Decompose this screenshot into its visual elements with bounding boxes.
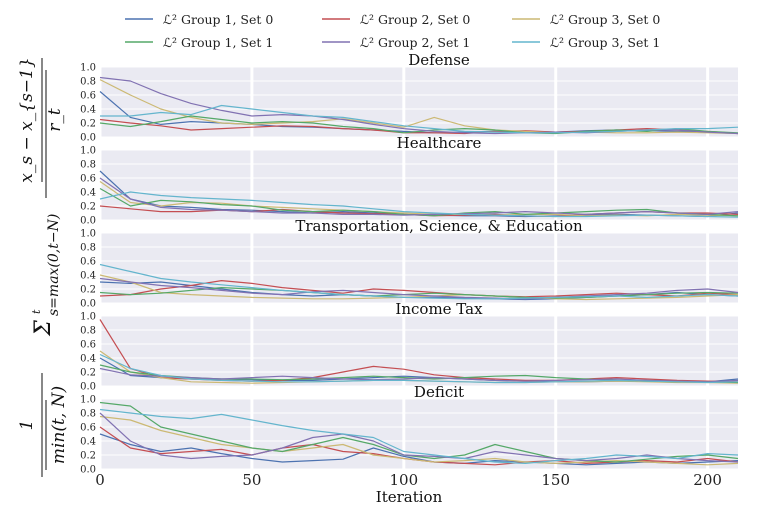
panels: 0.0 0.2 0.4 0.6 0.8 1.0 Defense 0.0 0.2 0.4 0.6 0.8… xyxy=(80,51,739,489)
y-tick-label: 0.2 xyxy=(80,119,96,130)
x-axis-label: Iteration xyxy=(376,488,443,506)
series-line xyxy=(99,412,739,463)
y-tick-label: 0.2 xyxy=(80,285,96,296)
series-line xyxy=(99,79,739,135)
x-tick-label: 50 xyxy=(242,471,261,489)
panel-4: 0.0 0.2 0.4 0.6 0.8 1.0 Deficit xyxy=(80,383,739,476)
series-line xyxy=(99,177,739,216)
y-tick-label: 0.4 xyxy=(80,354,96,365)
series-line xyxy=(99,191,739,218)
y-label-frac2-den: r_t xyxy=(45,108,65,132)
series-line xyxy=(99,353,739,384)
y-tick-label: 0.8 xyxy=(80,409,96,420)
series-line xyxy=(99,415,739,466)
y-label-frac1-num: 1 xyxy=(17,420,37,431)
panel-3: 0.0 0.2 0.4 0.6 0.8 1.0 Income Tax xyxy=(80,300,739,393)
legend: ℒ² Group 1, Set 0 ℒ² Group 2, Set 0 ℒ² Gro… xyxy=(125,12,660,50)
legend-label: ℒ² Group 2, Set 1 xyxy=(360,35,470,50)
series-line xyxy=(100,104,739,134)
y-label-sum-top: t xyxy=(30,309,43,314)
y-tick-label: 1.0 xyxy=(80,146,96,157)
y-tick-label: 0.2 xyxy=(80,202,96,213)
y-tick-label: 0.0 xyxy=(80,299,96,310)
series-line xyxy=(99,277,739,300)
series-line xyxy=(99,118,739,135)
y-label-sum: Σ xyxy=(31,320,56,337)
y-tick-label: 0.4 xyxy=(80,105,96,116)
y-tick-label: 0.6 xyxy=(80,257,96,268)
y-label-rotated: 1 min(t, N) Σt s=max(0,t−N) x_s − x_{s−1} r_t xyxy=(17,57,69,477)
panel-background xyxy=(100,233,738,303)
panel-2: 0.0 0.2 0.4 0.6 0.8 1.0 Transportation, Scienc… xyxy=(80,217,739,310)
x-tick-label: 150 xyxy=(541,471,570,489)
y-tick-label: 1.0 xyxy=(80,229,96,240)
panel-1: 0.0 0.2 0.4 0.6 0.8 1.0 Healthcare xyxy=(80,134,739,227)
legend-label: ℒ² Group 3, Set 1 xyxy=(550,35,660,50)
series-line xyxy=(99,367,739,383)
y-tick-label: 0.2 xyxy=(80,368,96,379)
panel-title: Healthcare xyxy=(397,134,482,152)
y-tick-label: 0.4 xyxy=(80,437,96,448)
series-line xyxy=(99,408,739,464)
y-tick-label: 1.0 xyxy=(80,63,96,74)
panel-background xyxy=(100,316,738,386)
y-tick-label: 0.8 xyxy=(80,243,96,254)
y-tick-label: 0.2 xyxy=(80,451,96,462)
panel-title: Transportation, Science, & Education xyxy=(295,217,583,235)
legend-label: ℒ² Group 1, Set 1 xyxy=(163,35,273,50)
y-tick-label: 0.6 xyxy=(80,340,96,351)
panel-0: 0.0 0.2 0.4 0.6 0.8 1.0 Defense xyxy=(80,51,739,144)
y-tick-label: 0.6 xyxy=(80,91,96,102)
y-axis-label: 1 min(t, N) Σt s=max(0,t−N) x_s − x_{s−1} r_t xyxy=(17,57,69,477)
y-tick-label: 0.8 xyxy=(80,160,96,171)
legend-label: ℒ² Group 3, Set 0 xyxy=(550,12,660,27)
y-tick-label: 1.0 xyxy=(80,312,96,323)
x-tick-label: 0 xyxy=(95,471,105,489)
panel-title: Income Tax xyxy=(395,300,483,318)
y-label-frac2-num: x_s − x_{s−1} xyxy=(17,57,37,182)
x-ticks: 0 50 100 150 200 xyxy=(95,471,722,489)
y-tick-label: 0.4 xyxy=(80,271,96,282)
series-line xyxy=(99,401,739,463)
y-tick-label: 0.0 xyxy=(80,382,96,393)
legend-label: ℒ² Group 1, Set 0 xyxy=(163,12,273,27)
y-tick-label: 0.8 xyxy=(80,77,96,88)
x-tick-label: 200 xyxy=(693,471,722,489)
y-label-sum-bottom: s=max(0,t−N) xyxy=(46,214,62,316)
y-tick-label: 0.6 xyxy=(80,174,96,185)
panel-title: Deficit xyxy=(414,383,464,401)
y-label-frac1-den: min(t, N) xyxy=(49,386,69,464)
y-tick-label: 0.0 xyxy=(80,133,96,144)
legend-label: ℒ² Group 2, Set 0 xyxy=(360,12,470,27)
panel-title: Defense xyxy=(408,51,470,69)
series-line xyxy=(99,263,739,300)
panel-background xyxy=(100,67,738,137)
series-line xyxy=(99,274,739,301)
y-tick-label: 0.0 xyxy=(80,216,96,227)
y-tick-label: 0.4 xyxy=(80,188,96,199)
y-tick-label: 1.0 xyxy=(80,395,96,406)
y-tick-label: 0.6 xyxy=(80,423,96,434)
y-tick-label: 0.0 xyxy=(80,465,96,476)
y-tick-label: 0.8 xyxy=(80,326,96,337)
x-tick-label: 100 xyxy=(389,471,418,489)
